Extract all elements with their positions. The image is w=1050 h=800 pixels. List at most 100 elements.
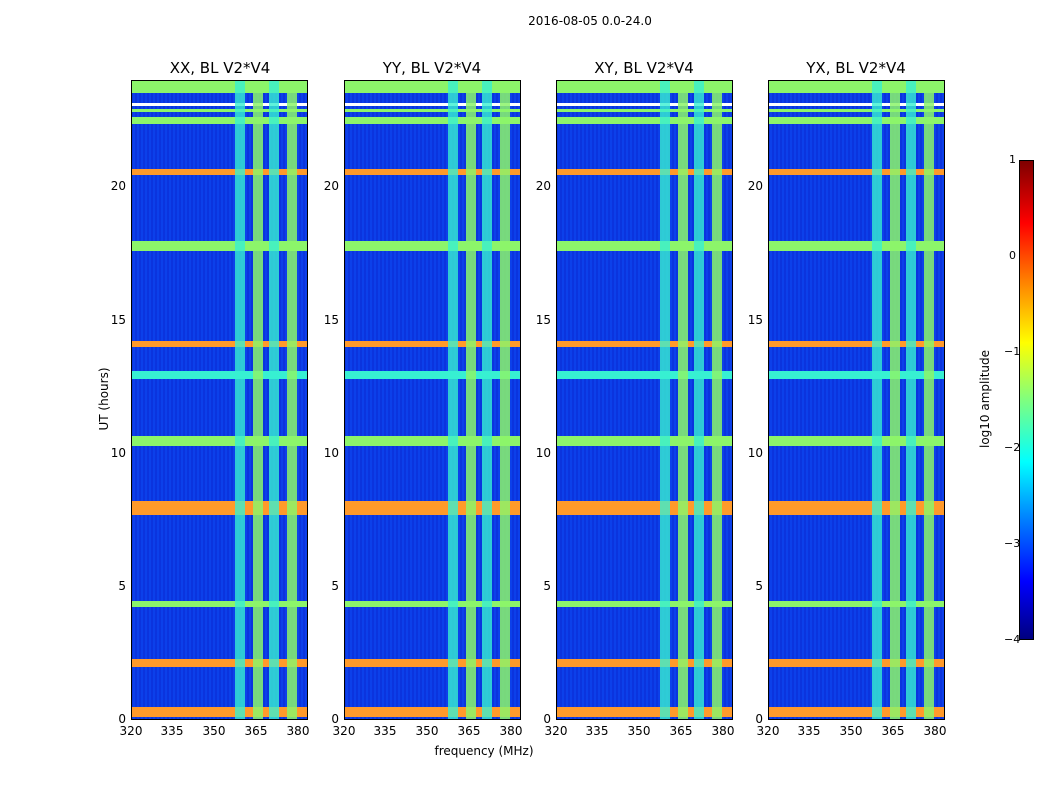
rfi-band [769, 501, 944, 515]
rfi-band [769, 659, 944, 667]
rfi-band [345, 707, 520, 717]
xtick-350: 350 [415, 724, 439, 738]
panel-title-xy: XY, BL V2*V4 [594, 59, 694, 77]
xtick-380: 380 [499, 724, 523, 738]
panel-title-yx: YX, BL V2*V4 [806, 59, 906, 77]
rfi-band [557, 241, 732, 251]
rfi-band [557, 169, 732, 175]
rfi-band [769, 169, 944, 175]
xtick-350: 350 [839, 724, 863, 738]
panel-title-xx: XX, BL V2*V4 [169, 59, 271, 77]
rfi-band [132, 81, 307, 93]
rfi-band [557, 341, 732, 347]
rfi-column [287, 81, 297, 719]
rfi-band [557, 707, 732, 717]
ytick-0: 0 [118, 712, 126, 726]
xtick-335: 335 [797, 724, 821, 738]
rfi-column [694, 81, 704, 719]
rfi-column [269, 81, 279, 719]
xtick-365: 365 [457, 724, 481, 738]
ytick-15: 15 [323, 313, 339, 327]
rfi-column [924, 81, 934, 719]
rfi-band [557, 371, 732, 379]
cbar-tick-minus2: −2 [1004, 441, 1021, 454]
cbar-tick-0: 0 [1009, 249, 1016, 262]
rfi-band [132, 601, 307, 607]
xtick-380: 380 [286, 724, 310, 738]
ytick-10: 10 [323, 446, 339, 460]
ytick-5: 5 [118, 579, 126, 593]
rfi-band [769, 241, 944, 251]
ytick-0: 0 [543, 712, 551, 726]
rfi-band [769, 601, 944, 607]
rfi-band [132, 659, 307, 667]
rfi-band [345, 501, 520, 515]
rfi-column [712, 81, 722, 719]
rfi-column [235, 81, 245, 719]
rfi-column [872, 81, 882, 719]
rfi-column [678, 81, 688, 719]
ytick-20: 20 [323, 179, 339, 193]
rfi-band [345, 659, 520, 667]
xtick-335: 335 [585, 724, 609, 738]
rfi-band [557, 117, 732, 124]
rfi-band [769, 371, 944, 379]
ytick-20: 20 [110, 179, 126, 193]
rfi-band [557, 601, 732, 607]
xtick-365: 365 [881, 724, 905, 738]
rfi-band [769, 103, 944, 106]
rfi-band [345, 436, 520, 446]
xtick-380: 380 [923, 724, 947, 738]
rfi-band [557, 501, 732, 515]
ytick-5: 5 [331, 579, 339, 593]
ytick-10: 10 [747, 446, 763, 460]
xtick-335: 335 [160, 724, 184, 738]
xtick-365: 365 [244, 724, 268, 738]
heatmap-panel-yx [768, 80, 945, 720]
xtick-320: 320 [544, 724, 568, 738]
rfi-band [345, 103, 520, 106]
xtick-365: 365 [669, 724, 693, 738]
rfi-column [890, 81, 900, 719]
cbar-tick-minus4: −4 [1004, 633, 1021, 646]
xtick-320: 320 [756, 724, 780, 738]
rfi-band [132, 117, 307, 124]
rfi-band [345, 241, 520, 251]
rfi-band [557, 109, 732, 112]
heatmap-panel-yy [344, 80, 521, 720]
rfi-band [557, 103, 732, 106]
cbar-tick-minus1: −1 [1004, 345, 1021, 358]
rfi-band [769, 109, 944, 112]
xtick-350: 350 [627, 724, 651, 738]
rfi-column [482, 81, 492, 719]
rfi-band [345, 601, 520, 607]
ytick-15: 15 [535, 313, 551, 327]
rfi-band [345, 117, 520, 124]
xtick-380: 380 [711, 724, 735, 738]
rfi-band [132, 371, 307, 379]
rfi-column [466, 81, 476, 719]
rfi-band [345, 109, 520, 112]
y-axis-label: UT (hours) [97, 367, 111, 431]
rfi-band [132, 501, 307, 515]
colorbar [1019, 160, 1034, 640]
ytick-15: 15 [110, 313, 126, 327]
ytick-10: 10 [535, 446, 551, 460]
colorbar-label: log10 amplitude [978, 350, 992, 449]
xtick-350: 350 [202, 724, 226, 738]
rfi-column [253, 81, 263, 719]
rfi-band [557, 436, 732, 446]
ytick-15: 15 [747, 313, 763, 327]
rfi-band [132, 109, 307, 112]
xtick-320: 320 [119, 724, 143, 738]
ytick-10: 10 [110, 446, 126, 460]
xtick-320: 320 [332, 724, 356, 738]
rfi-band [345, 81, 520, 93]
heatmap-panel-xx [131, 80, 308, 720]
rfi-column [906, 81, 916, 719]
ytick-5: 5 [543, 579, 551, 593]
rfi-band [769, 117, 944, 124]
rfi-band [345, 169, 520, 175]
ytick-0: 0 [755, 712, 763, 726]
rfi-band [132, 103, 307, 106]
